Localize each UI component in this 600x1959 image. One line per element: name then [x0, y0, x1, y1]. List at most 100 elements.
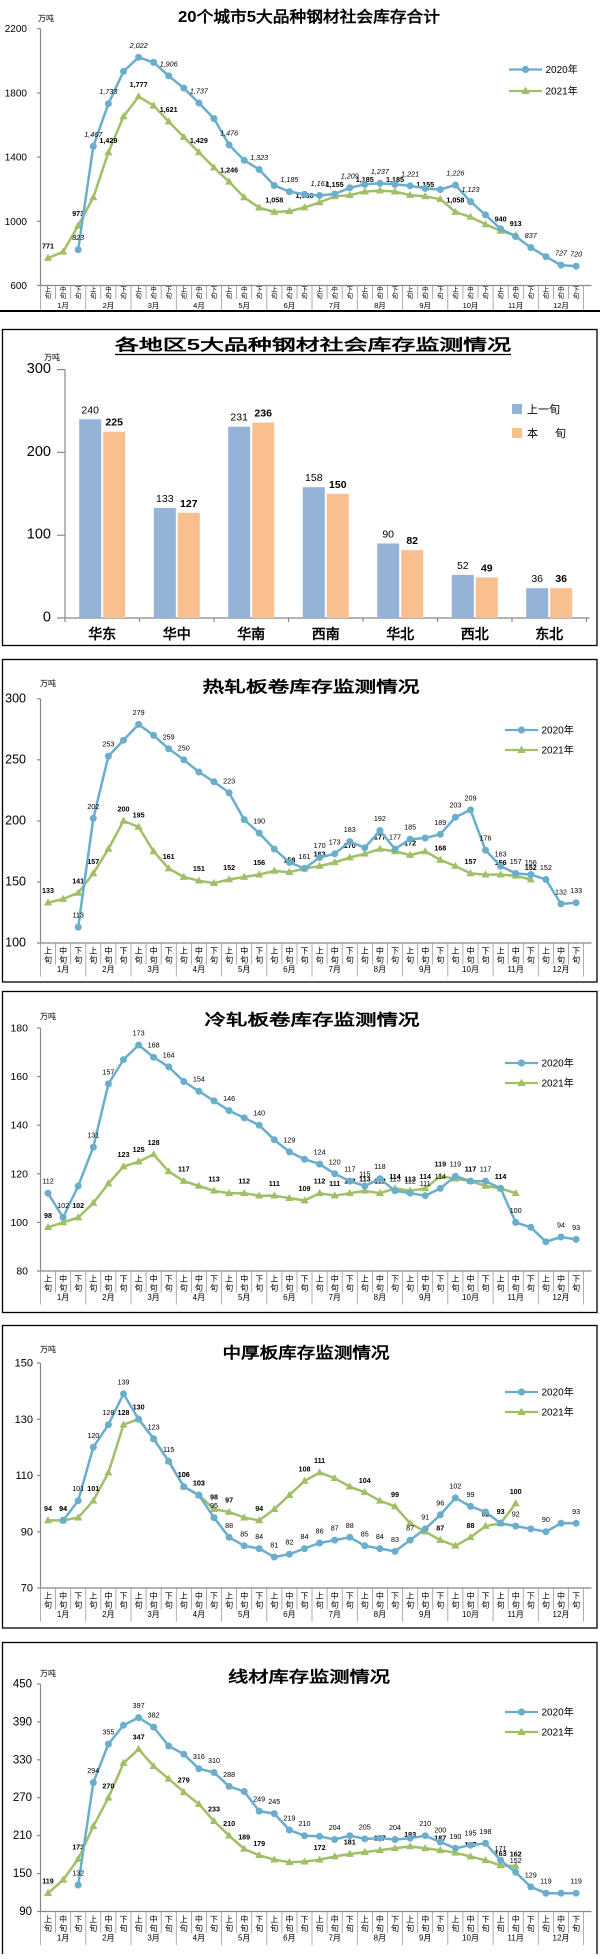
svg-text:114: 114 — [495, 1172, 506, 1181]
svg-text:旬: 旬 — [166, 291, 172, 300]
svg-text:旬: 旬 — [347, 291, 353, 300]
svg-text:2021年: 2021年 — [542, 744, 574, 757]
svg-text:华中: 华中 — [163, 626, 191, 642]
svg-text:973: 973 — [72, 209, 84, 218]
svg-text:中: 中 — [285, 1914, 293, 1924]
svg-text:117: 117 — [178, 1165, 190, 1174]
svg-text:上: 上 — [90, 285, 97, 294]
svg-text:185: 185 — [404, 823, 416, 832]
svg-text:上: 上 — [181, 285, 188, 294]
svg-text:98: 98 — [210, 1493, 218, 1502]
svg-text:下: 下 — [75, 286, 82, 294]
svg-text:111: 111 — [420, 1179, 431, 1188]
svg-text:旬: 旬 — [316, 1600, 324, 1610]
svg-text:旬: 旬 — [150, 1923, 158, 1933]
svg-text:旬: 旬 — [436, 1923, 444, 1933]
svg-text:旬: 旬 — [421, 1283, 429, 1293]
svg-text:旬: 旬 — [74, 1600, 82, 1610]
svg-text:下: 下 — [301, 286, 308, 294]
svg-text:旬: 旬 — [572, 1923, 580, 1933]
svg-text:旬: 旬 — [255, 955, 263, 965]
svg-text:旬: 旬 — [572, 1600, 580, 1610]
svg-text:旬: 旬 — [451, 955, 459, 965]
svg-text:49: 49 — [481, 562, 493, 574]
svg-text:6月: 6月 — [283, 1610, 295, 1619]
svg-text:中: 中 — [240, 1914, 248, 1924]
svg-text:84: 84 — [301, 1532, 309, 1541]
svg-text:200: 200 — [434, 1826, 446, 1835]
svg-text:231: 231 — [230, 412, 248, 424]
svg-text:上: 上 — [452, 285, 459, 294]
svg-text:上: 上 — [89, 1275, 97, 1284]
svg-text:117: 117 — [344, 1165, 355, 1174]
svg-text:中: 中 — [240, 946, 248, 956]
svg-text:183: 183 — [344, 825, 356, 834]
svg-text:中: 中 — [557, 1591, 565, 1601]
svg-text:209: 209 — [465, 793, 477, 802]
svg-text:上: 上 — [270, 1275, 278, 1284]
svg-text:3月: 3月 — [147, 965, 159, 974]
svg-text:上: 上 — [135, 1275, 143, 1284]
svg-text:中: 中 — [557, 1914, 565, 1924]
svg-text:旬: 旬 — [89, 1600, 97, 1610]
svg-text:旬: 旬 — [467, 1283, 475, 1293]
svg-text:103: 103 — [193, 1479, 205, 1488]
svg-text:旬: 旬 — [165, 955, 173, 965]
svg-text:各地区5大品种钢材社会库存监测情况: 各地区5大品种钢材社会库存监测情况 — [113, 335, 511, 354]
svg-text:152: 152 — [525, 863, 537, 872]
svg-text:旬: 旬 — [346, 955, 354, 965]
svg-text:600: 600 — [10, 281, 27, 292]
svg-text:1,467: 1,467 — [84, 130, 103, 139]
svg-text:旬: 旬 — [240, 1283, 248, 1293]
svg-text:11月: 11月 — [508, 1293, 524, 1302]
svg-text:上: 上 — [226, 285, 233, 294]
svg-text:旬: 旬 — [196, 291, 202, 300]
svg-text:中: 中 — [557, 1274, 565, 1284]
svg-text:中: 中 — [240, 1274, 248, 1284]
svg-text:12月: 12月 — [553, 1293, 570, 1302]
svg-text:上: 上 — [44, 1915, 52, 1924]
svg-text:旬: 旬 — [120, 1283, 128, 1293]
svg-text:上: 上 — [542, 1592, 550, 1601]
svg-text:94: 94 — [59, 1504, 67, 1513]
svg-text:195: 195 — [465, 1829, 477, 1838]
svg-text:旬: 旬 — [195, 1600, 203, 1610]
svg-text:164: 164 — [163, 1050, 175, 1059]
svg-text:2月: 2月 — [102, 1293, 114, 1302]
svg-text:152: 152 — [510, 1856, 522, 1865]
svg-text:旬: 旬 — [467, 955, 475, 965]
svg-text:7月: 7月 — [328, 965, 340, 974]
svg-text:119: 119 — [42, 1877, 54, 1886]
svg-text:上: 上 — [361, 1275, 369, 1284]
svg-text:旬: 旬 — [436, 1600, 444, 1610]
svg-text:上: 上 — [543, 285, 550, 294]
svg-text:288: 288 — [223, 1770, 235, 1779]
svg-text:上: 上 — [271, 285, 278, 294]
svg-text:万吨: 万吨 — [44, 352, 60, 362]
svg-text:旬: 旬 — [44, 1923, 52, 1933]
svg-text:旬: 旬 — [44, 1283, 52, 1293]
svg-text:102: 102 — [72, 1201, 84, 1210]
svg-text:1,058: 1,058 — [265, 196, 283, 205]
svg-text:旬: 旬 — [482, 1600, 490, 1610]
svg-text:万吨: 万吨 — [40, 1668, 56, 1678]
svg-text:112: 112 — [314, 1177, 326, 1186]
svg-text:97: 97 — [225, 1496, 233, 1505]
svg-text:103: 103 — [193, 1479, 205, 1488]
svg-text:旬: 旬 — [527, 1600, 535, 1610]
svg-text:上: 上 — [44, 947, 52, 956]
svg-text:130: 130 — [15, 1414, 33, 1426]
svg-text:90: 90 — [382, 529, 394, 541]
svg-text:旬: 旬 — [391, 1923, 399, 1933]
svg-text:837: 837 — [525, 231, 538, 240]
svg-text:中: 中 — [285, 1591, 293, 1601]
svg-text:中: 中 — [59, 1914, 67, 1924]
svg-text:157: 157 — [87, 857, 99, 866]
svg-text:下: 下 — [74, 1592, 82, 1601]
svg-text:139: 139 — [118, 1377, 130, 1386]
svg-text:旬: 旬 — [332, 291, 338, 300]
svg-text:87: 87 — [406, 1524, 414, 1533]
svg-text:旬: 旬 — [301, 1283, 309, 1293]
svg-text:旬: 旬 — [285, 1600, 293, 1610]
svg-text:270: 270 — [13, 1792, 32, 1804]
